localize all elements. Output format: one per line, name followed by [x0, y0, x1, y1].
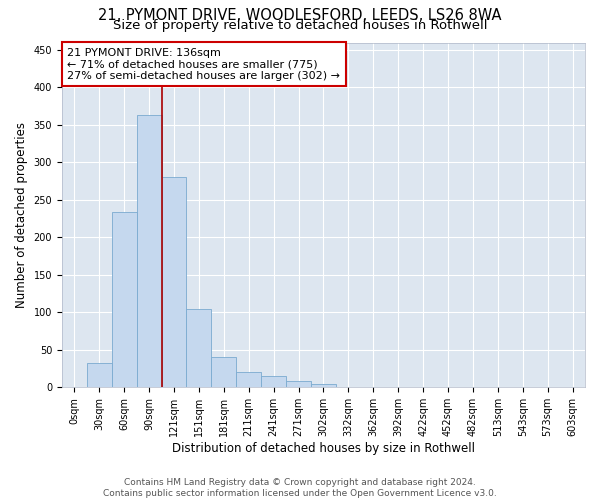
Bar: [112, 212, 137, 388]
Y-axis label: Number of detached properties: Number of detached properties: [15, 122, 28, 308]
Text: Size of property relative to detached houses in Rothwell: Size of property relative to detached ho…: [113, 18, 487, 32]
Bar: [336, 386, 361, 388]
Bar: [137, 115, 161, 388]
Bar: [187, 308, 211, 388]
Bar: [161, 178, 187, 388]
Text: Contains HM Land Registry data © Crown copyright and database right 2024.
Contai: Contains HM Land Registry data © Crown c…: [103, 478, 497, 498]
X-axis label: Distribution of detached houses by size in Rothwell: Distribution of detached houses by size …: [172, 442, 475, 455]
Bar: [236, 372, 261, 388]
Text: 21 PYMONT DRIVE: 136sqm
← 71% of detached houses are smaller (775)
27% of semi-d: 21 PYMONT DRIVE: 136sqm ← 71% of detache…: [67, 48, 340, 81]
Bar: [261, 376, 286, 388]
Text: 21, PYMONT DRIVE, WOODLESFORD, LEEDS, LS26 8WA: 21, PYMONT DRIVE, WOODLESFORD, LEEDS, LS…: [98, 8, 502, 22]
Bar: [211, 358, 236, 388]
Bar: [87, 362, 112, 388]
Bar: [286, 382, 311, 388]
Bar: [311, 384, 336, 388]
